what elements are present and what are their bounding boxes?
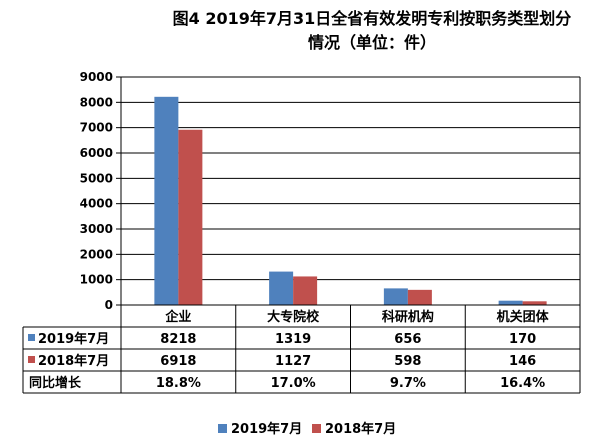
table-row-label: 同比增长 (29, 375, 82, 391)
y-tick-label: 0 (105, 298, 113, 312)
legend: 2019年7月 2018年7月 (218, 421, 396, 437)
table-cell: 656 (394, 332, 421, 347)
bar-series-1-2 (269, 271, 294, 305)
y-tick-label: 3000 (80, 222, 113, 236)
y-tick-label: 2000 (80, 247, 113, 261)
table-cell: 6918 (160, 354, 196, 369)
table-cell: 16.4% (500, 376, 545, 391)
legend-swatch (218, 424, 227, 433)
table-cell: 9.7% (390, 376, 426, 391)
table-cell: 170 (509, 332, 536, 347)
y-tick-label: 9000 (80, 70, 113, 84)
table-row-key (28, 334, 35, 341)
table-row-label: 2018年7月 (38, 353, 109, 369)
category-label: 大专院校 (267, 309, 320, 325)
table-row-label: 2019年7月 (38, 331, 109, 347)
bars (154, 96, 547, 305)
table-cell: 8218 (160, 332, 196, 347)
table-cell: 1127 (275, 354, 311, 369)
table-cell: 17.0% (271, 376, 316, 391)
axes: 0 1000 2000 3000 4000 5000 6000 7000 8000 9000 (80, 70, 581, 312)
y-tick-label: 5000 (80, 171, 113, 185)
chart-title-line-1: 图4 2019年7月31日全省有效发明专利按职务类型划分 (173, 9, 572, 28)
chart-title-line-2: 情况（单位：件） (308, 33, 436, 52)
data-table: 企业 大专院校 科研机构 机关团体 2019年7月 8218 1319 656 170 2018年… (22, 304, 581, 394)
bar-series-1-4 (498, 300, 523, 305)
table-row-key (28, 356, 35, 363)
legend-label: 2019年7月 (231, 421, 302, 437)
bar-series-2-2 (293, 276, 318, 305)
category-label: 企业 (164, 309, 191, 325)
bar-series-1-3 (383, 288, 408, 305)
y-tick-label: 8000 (80, 95, 113, 109)
table-cell: 598 (394, 354, 421, 369)
category-label: 机关团体 (497, 309, 550, 325)
y-tick-label: 6000 (80, 146, 113, 160)
legend-swatch (312, 424, 321, 433)
table-cell: 1319 (275, 332, 311, 347)
bar-series-2-1 (178, 129, 203, 305)
bar-series-2-3 (407, 289, 432, 305)
y-tick-label: 1000 (80, 273, 113, 287)
y-tick-label: 7000 (80, 121, 113, 135)
bar-series-1-1 (154, 96, 179, 305)
chart-title: 图4 2019年7月31日全省有效发明专利按职务类型划分 情况（单位：件） (173, 9, 572, 52)
table-cell: 18.8% (156, 376, 201, 391)
bar-series-2-4 (522, 301, 547, 305)
table-cell: 146 (509, 354, 536, 369)
y-tick-label: 4000 (80, 197, 113, 211)
legend-label: 2018年7月 (325, 421, 396, 437)
category-label: 科研机构 (382, 309, 434, 325)
